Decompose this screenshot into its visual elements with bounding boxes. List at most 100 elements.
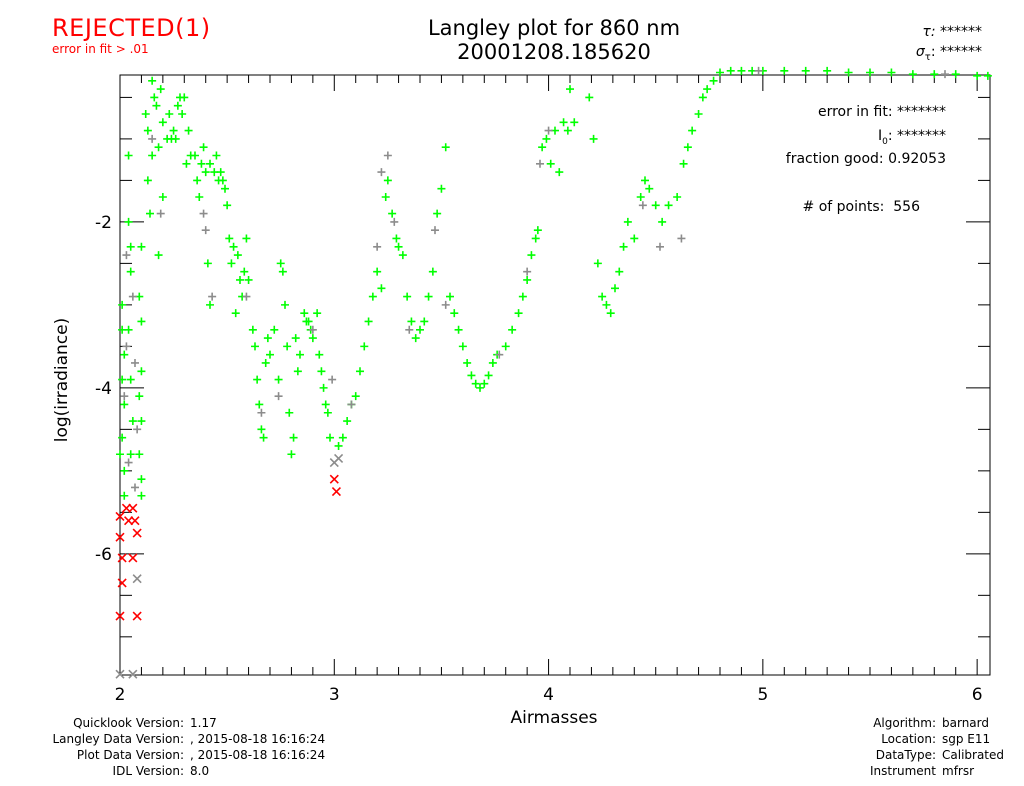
plus-marker xyxy=(285,408,294,417)
chart-subtitle: 20001208.185620 xyxy=(457,40,651,64)
plus-marker xyxy=(124,217,133,226)
plus-marker xyxy=(523,275,532,284)
plot-data-label: Plot Data Version: xyxy=(76,748,184,762)
plus-marker xyxy=(218,176,227,185)
plus-marker xyxy=(197,159,206,168)
plus-marker xyxy=(158,192,167,201)
plus-marker xyxy=(390,217,399,226)
plus-marker xyxy=(225,234,234,243)
error-label: error in fit: xyxy=(817,104,893,120)
plus-marker xyxy=(165,110,174,119)
plus-marker xyxy=(124,458,133,467)
plus-marker xyxy=(212,151,221,160)
plus-marker xyxy=(257,408,266,417)
x-axis-label: Airmasses xyxy=(510,708,598,728)
tau-readout: τ: ****** xyxy=(922,24,982,40)
plus-marker xyxy=(602,300,611,309)
plus-marker xyxy=(255,400,264,409)
plus-marker xyxy=(231,309,240,318)
plus-marker xyxy=(308,325,317,334)
plus-marker xyxy=(137,417,146,426)
points-count: # of points: 556 xyxy=(803,199,920,215)
plus-marker xyxy=(319,383,328,392)
chart-title: Langley plot for 860 nm xyxy=(427,16,681,40)
plus-marker xyxy=(703,85,712,94)
langley-label: Langley Data Version: xyxy=(52,732,184,746)
plus-marker xyxy=(536,159,544,168)
plus-marker xyxy=(178,110,187,119)
x-marker xyxy=(115,669,125,679)
plus-marker xyxy=(677,234,686,243)
plus-marker xyxy=(131,358,139,367)
plus-marker xyxy=(133,425,142,434)
plus-marker xyxy=(315,350,324,359)
plus-marker xyxy=(317,367,326,376)
plus-marker xyxy=(137,242,146,251)
location-value: sgp E11 xyxy=(942,732,991,746)
langley-value: , 2015-08-18 16:16:24 xyxy=(190,732,326,746)
rejected-status: REJECTED(1) xyxy=(52,14,211,42)
plus-marker xyxy=(398,251,407,260)
plus-marker xyxy=(203,259,212,268)
plus-marker xyxy=(281,300,289,309)
plus-marker xyxy=(321,400,330,409)
plus-marker xyxy=(221,184,229,193)
plus-marker xyxy=(441,300,450,309)
plus-marker xyxy=(559,118,568,127)
plus-marker xyxy=(206,159,214,168)
i0-sub: 0 xyxy=(882,136,888,147)
plus-marker xyxy=(120,400,129,409)
plus-marker xyxy=(137,367,146,376)
plus-marker xyxy=(276,259,285,268)
plus-marker xyxy=(941,70,949,79)
plus-marker xyxy=(274,392,283,401)
plus-marker xyxy=(313,309,322,318)
plus-marker xyxy=(908,70,917,79)
plus-marker xyxy=(688,126,697,135)
fraction-label: fraction good: xyxy=(785,151,884,167)
plus-marker xyxy=(381,192,390,201)
plus-marker xyxy=(266,350,274,359)
plus-marker xyxy=(270,325,279,334)
plus-marker xyxy=(533,226,542,235)
plus-marker xyxy=(131,483,139,492)
plus-marker xyxy=(120,491,129,500)
plus-marker xyxy=(283,342,292,351)
plus-marker xyxy=(679,159,688,168)
plus-marker xyxy=(124,325,133,334)
plus-marker xyxy=(154,251,163,260)
plus-marker xyxy=(780,66,789,75)
plus-marker xyxy=(257,425,266,434)
plus-marker xyxy=(887,68,896,77)
plus-marker xyxy=(148,76,157,85)
plus-marker xyxy=(146,209,154,218)
plus-marker xyxy=(377,284,386,293)
plus-marker xyxy=(156,209,165,218)
plus-marker xyxy=(180,93,189,102)
x-marker xyxy=(329,457,339,468)
x-marker xyxy=(128,669,138,679)
plus-marker xyxy=(182,159,191,168)
points-value: 556 xyxy=(893,199,920,215)
plus-marker xyxy=(248,325,257,334)
datatype-value: Calibrated xyxy=(942,748,1005,762)
plus-marker xyxy=(563,126,572,135)
plus-marker xyxy=(523,267,532,276)
plus-marker xyxy=(148,151,157,160)
fraction-good: fraction good: 0.92053 xyxy=(786,151,946,167)
plus-marker xyxy=(152,101,161,110)
plus-marker xyxy=(606,309,615,318)
i0-readout: I0: ******* xyxy=(877,128,946,147)
plus-marker xyxy=(501,342,510,351)
x-marker xyxy=(329,474,339,484)
x-tick-label: 5 xyxy=(757,685,768,705)
plus-marker xyxy=(709,76,718,85)
plus-marker xyxy=(377,168,386,177)
plus-marker xyxy=(223,201,232,210)
plus-marker xyxy=(154,143,163,152)
x-marker xyxy=(115,611,125,621)
quicklook-value: 1.17 xyxy=(190,716,217,730)
x-marker xyxy=(130,516,140,526)
plus-marker xyxy=(118,433,127,442)
